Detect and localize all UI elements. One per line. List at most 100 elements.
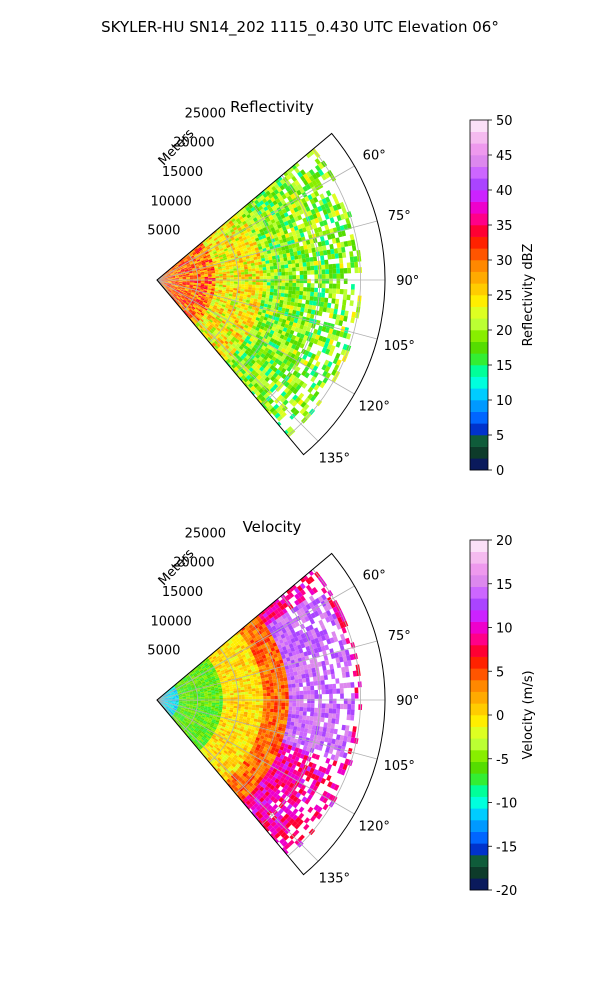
- velocity-cell: [251, 712, 256, 716]
- reflectivity-cell: [185, 285, 190, 288]
- velocity-cell: [273, 685, 278, 690]
- reflectivity-cell: [182, 283, 187, 285]
- reflectivity-cell: [210, 301, 215, 305]
- reflectivity-cell: [328, 293, 333, 299]
- reflectivity-cell: [166, 286, 170, 289]
- velocity-cell: [203, 675, 208, 679]
- velocity-cell: [189, 698, 194, 700]
- velocity-cell: [205, 665, 210, 669]
- reflectivity-cell: [186, 276, 190, 278]
- reflectivity-cell: [233, 376, 239, 382]
- reflectivity-cell: [223, 324, 228, 329]
- reflectivity-cell: [299, 282, 304, 288]
- reflectivity-cell: [176, 301, 180, 305]
- reflectivity-cell: [210, 311, 215, 315]
- reflectivity-cell: [250, 327, 256, 333]
- velocity-cell: [189, 705, 194, 707]
- reflectivity-cell: [303, 221, 309, 228]
- velocity-cell: [249, 677, 254, 681]
- velocity-cell: [218, 708, 223, 711]
- velocity-cell: [301, 673, 306, 679]
- velocity-cell: [339, 633, 346, 640]
- reflectivity-cell: [170, 292, 174, 295]
- reflectivity-cell: [214, 254, 219, 258]
- reflectivity-cell: [246, 310, 251, 315]
- reflectivity-cell: [244, 241, 250, 246]
- reflectivity-cell: [179, 298, 183, 302]
- reflectivity-cell: [215, 316, 220, 321]
- reflectivity-cell: [170, 273, 175, 276]
- reflectivity-cell: [227, 347, 233, 352]
- velocity-cell: [280, 681, 285, 686]
- reflectivity-cell: [233, 285, 238, 289]
- reflectivity-cell: [234, 311, 239, 316]
- reflectivity-cell: [178, 281, 183, 283]
- velocity-cell: [166, 693, 171, 696]
- reflectivity-cell: [275, 240, 281, 245]
- reflectivity-cell: [167, 281, 172, 283]
- reflectivity-cell: [350, 317, 355, 324]
- reflectivity-cell: [216, 343, 221, 348]
- colorbar-tick-label: 15: [496, 359, 513, 374]
- reflectivity-cell: [178, 282, 183, 285]
- velocity-cell: [259, 648, 264, 654]
- reflectivity-cell: [244, 286, 249, 290]
- reflectivity-cell: [249, 242, 254, 247]
- velocity-cell: [260, 628, 266, 634]
- reflectivity-cell: [234, 237, 240, 242]
- reflectivity-cell: [274, 183, 280, 190]
- velocity-cell: [265, 610, 271, 616]
- velocity-cell: [280, 709, 285, 714]
- reflectivity-cell: [228, 226, 233, 231]
- velocity-cell: [328, 732, 334, 739]
- velocity-cell: [279, 610, 285, 616]
- reflectivity-cell: [159, 282, 163, 285]
- reflectivity-cell: [219, 309, 224, 314]
- reflectivity-cell: [205, 296, 210, 300]
- reflectivity-cell: [184, 290, 188, 293]
- reflectivity-cell: [202, 345, 207, 350]
- reflectivity-cell: [163, 284, 167, 287]
- reflectivity-cell: [214, 270, 219, 274]
- velocity-cell: [282, 724, 287, 729]
- velocity-cell: [298, 629, 304, 635]
- velocity-cell: [314, 694, 319, 699]
- reflectivity-cell: [332, 273, 337, 279]
- velocity-cell: [163, 696, 168, 698]
- reflectivity-cell: [257, 296, 262, 300]
- reflectivity-cell: [273, 292, 278, 296]
- reflectivity-cell: [211, 332, 217, 337]
- reflectivity-cell: [260, 241, 266, 247]
- reflectivity-cell: [238, 357, 244, 363]
- velocity-cell: [300, 633, 306, 639]
- velocity-cell: [256, 675, 262, 680]
- velocity-cell: [216, 655, 221, 660]
- reflectivity-cell: [340, 326, 346, 333]
- reflectivity-cell: [325, 372, 332, 379]
- velocity-cell: [247, 683, 252, 687]
- reflectivity-cell: [207, 286, 212, 289]
- reflectivity-cell: [303, 274, 308, 279]
- colorbar-swatch: [470, 248, 488, 261]
- reflectivity-cell: [288, 204, 294, 211]
- reflectivity-cell: [215, 321, 221, 326]
- velocity-cell: [183, 685, 188, 688]
- velocity-cell: [312, 633, 318, 640]
- reflectivity-cell: [255, 207, 261, 213]
- velocity-cell: [285, 695, 289, 700]
- reflectivity-cell: [174, 285, 179, 288]
- reflectivity-cell: [307, 322, 313, 328]
- velocity-cell: [282, 637, 288, 643]
- velocity-cell: [284, 691, 289, 696]
- velocity-cell: [180, 680, 185, 684]
- velocity-cell: [182, 701, 187, 703]
- reflectivity-cell: [244, 338, 249, 343]
- reflectivity-cell: [281, 339, 287, 345]
- range-tick-label: 25000: [185, 106, 226, 121]
- reflectivity-cell: [218, 266, 222, 270]
- reflectivity-cell: [268, 242, 274, 247]
- reflectivity-cell: [190, 317, 195, 322]
- reflectivity-cell: [249, 321, 255, 326]
- velocity-cell: [200, 691, 205, 694]
